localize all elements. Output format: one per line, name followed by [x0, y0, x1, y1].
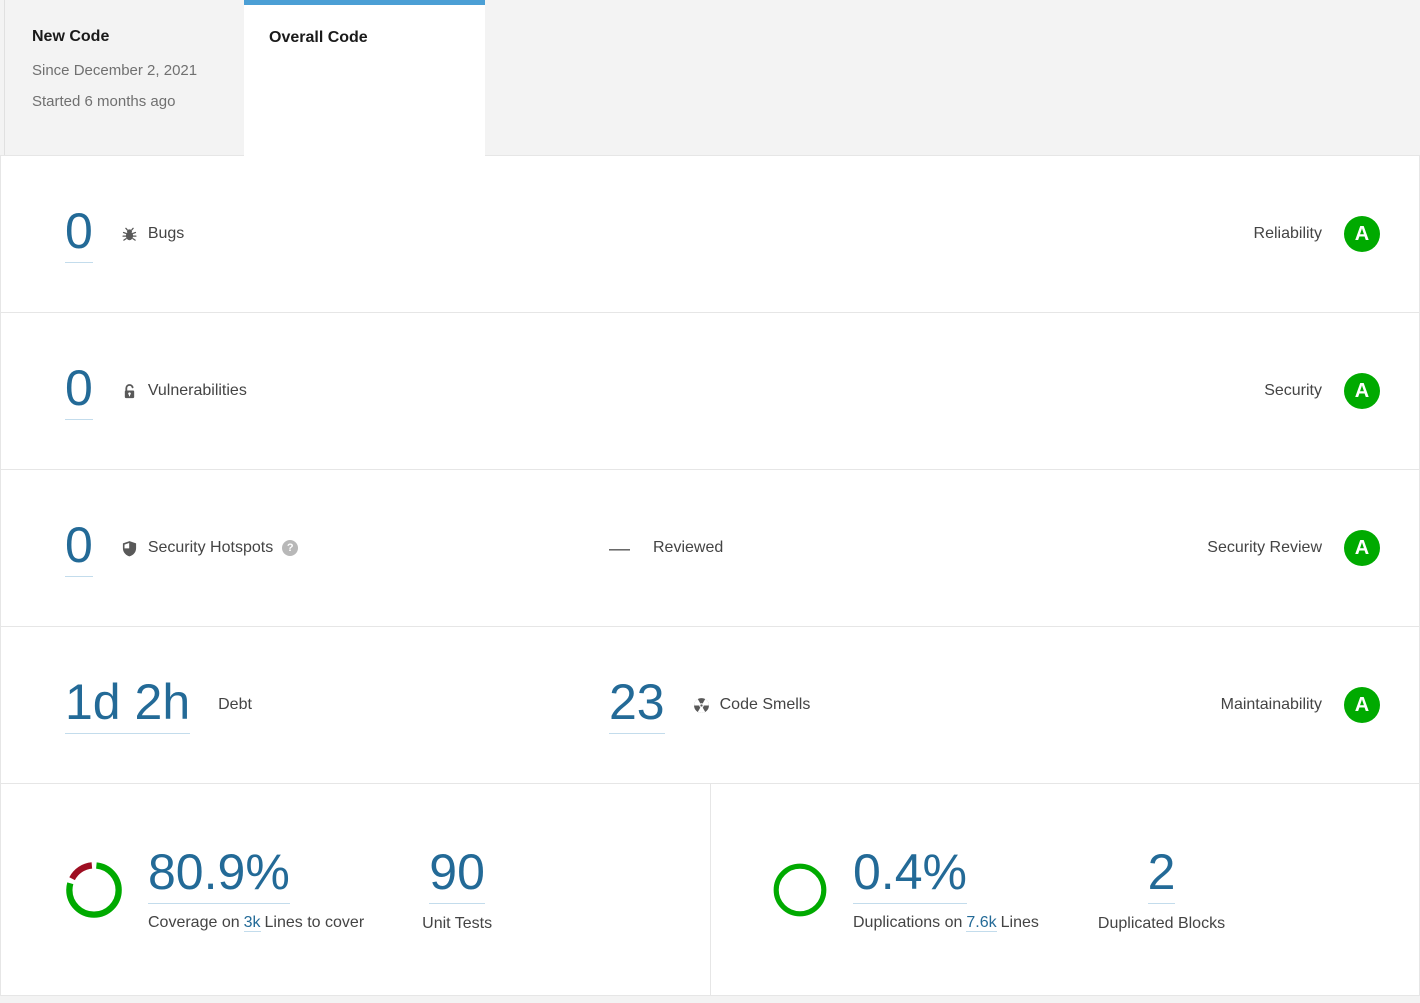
debt-value-link[interactable]: 1d 2h — [65, 677, 191, 734]
overall-code-panel: 0 B — [0, 155, 1420, 996]
open-lock-icon — [121, 383, 138, 400]
tab-overall-code-title: Overall Code — [269, 29, 368, 46]
coverage-panel: 80.9% Coverage on 3k Lines to cover 90 Uni… — [1, 784, 711, 995]
duplications-text-block: 0.4% Duplications on 7.6k Lines — [853, 847, 1039, 932]
bugs-label: Bugs — [147, 225, 185, 242]
vulnerabilities-metric: Vulnerabilities — [121, 382, 247, 400]
duplications-text-after: Lines — [1000, 914, 1039, 931]
security-hotspot-shield-icon — [121, 540, 138, 557]
duplications-ring-chart — [772, 862, 828, 918]
security-review-rating-badge[interactable]: A — [1344, 530, 1380, 566]
duplicated-blocks-block: 2 Duplicated Blocks — [1098, 847, 1225, 933]
help-icon[interactable]: ? — [282, 540, 299, 556]
coverage-duplications-row: 80.9% Coverage on 3k Lines to cover 90 Uni… — [0, 783, 1420, 996]
tab-overall-code[interactable]: Overall Code — [244, 0, 485, 156]
security-rating: Security A — [1264, 373, 1380, 409]
code-smells-count-link[interactable]: 23 — [609, 677, 665, 734]
bugs-measure: 0 B — [65, 206, 609, 263]
tab-new-code-started: Started 6 months ago — [32, 93, 176, 110]
security-hotspots-label: Security Hotspots — [147, 539, 274, 556]
duplications-panel: 0.4% Duplications on 7.6k Lines 2 Duplicat… — [711, 784, 1419, 995]
security-hotspots-count-link[interactable]: 0 — [65, 520, 93, 577]
security-hotspots-metric: Security Hotspots ? — [121, 539, 299, 557]
bug-icon — [121, 226, 138, 243]
duplications-description: Duplications on 7.6k Lines — [853, 914, 1039, 932]
code-smells-label: Code Smells — [719, 696, 811, 713]
vulnerabilities-count-link[interactable]: 0 — [65, 363, 93, 420]
hotspots-reviewed-measure: — Reviewed — [609, 538, 723, 559]
code-smells-icon — [693, 697, 710, 714]
vulnerabilities-measure: 0 Vulnerabilities — [65, 363, 609, 420]
duplicated-blocks-label: Duplicated Blocks — [1097, 914, 1226, 932]
debt-metric: Debt — [218, 696, 252, 714]
coverage-text-after: Lines to cover — [264, 914, 365, 931]
code-smells-metric: Code Smells — [693, 696, 811, 714]
reviewed-value: — — [609, 536, 630, 560]
vulnerabilities-label: Vulnerabilities — [147, 382, 247, 399]
security-row: 0 Vulnerabilities Security A — [0, 312, 1420, 470]
security-rating-badge[interactable]: A — [1344, 373, 1380, 409]
duplicated-lines-link[interactable]: 7.6k — [966, 914, 997, 932]
coverage-description: Coverage on 3k Lines to cover — [148, 914, 364, 932]
duplications-percent-link[interactable]: 0.4% — [853, 847, 967, 904]
code-period-tabs: New Code Since December 2, 2021 Started … — [4, 0, 1420, 156]
security-review-rating: Security Review A — [1207, 530, 1380, 566]
debt-measure: 1d 2h Debt — [65, 677, 609, 734]
tab-new-code-title: New Code — [32, 28, 110, 45]
bugs-count-link[interactable]: 0 — [65, 206, 93, 263]
tabs-filler — [485, 0, 1420, 155]
reliability-rating-badge[interactable]: A — [1344, 216, 1380, 252]
maintainability-row: 1d 2h Debt 23 Code Smells — [0, 626, 1420, 784]
reliability-label: Reliability — [1253, 225, 1322, 242]
code-smells-measure: 23 Code Smells — [609, 677, 810, 734]
unit-tests-label: Unit Tests — [422, 914, 493, 932]
coverage-percent-link[interactable]: 80.9% — [148, 847, 290, 904]
security-label: Security — [1264, 382, 1322, 399]
bugs-metric: Bugs — [121, 225, 184, 243]
security-review-label: Security Review — [1207, 539, 1322, 556]
lines-to-cover-link[interactable]: 3k — [243, 914, 261, 932]
duplicated-blocks-count-link[interactable]: 2 — [1147, 847, 1176, 904]
reliability-rating: Reliability A — [1254, 216, 1380, 252]
coverage-text-before: Coverage on — [148, 914, 240, 931]
unit-tests-block: 90 Unit Tests — [422, 847, 492, 933]
security-review-row: 0 Security Hotspots ? — Reviewed Securit… — [0, 469, 1420, 627]
coverage-donut-chart — [65, 861, 123, 919]
coverage-text-block: 80.9% Coverage on 3k Lines to cover — [148, 847, 364, 932]
reviewed-label: Reviewed — [653, 539, 724, 556]
reliability-row: 0 B — [0, 155, 1420, 313]
unit-tests-count-link[interactable]: 90 — [429, 847, 485, 904]
tab-new-code[interactable]: New Code Since December 2, 2021 Started … — [5, 0, 244, 155]
tab-new-code-since: Since December 2, 2021 — [32, 62, 198, 79]
duplications-text-before: Duplications on — [853, 914, 963, 931]
security-hotspots-measure: 0 Security Hotspots ? — [65, 520, 609, 577]
debt-label: Debt — [218, 696, 252, 713]
maintainability-rating: Maintainability A — [1221, 687, 1380, 723]
maintainability-label: Maintainability — [1220, 696, 1322, 713]
coverage-donut-covered — [66, 861, 122, 918]
maintainability-rating-badge[interactable]: A — [1344, 687, 1380, 723]
